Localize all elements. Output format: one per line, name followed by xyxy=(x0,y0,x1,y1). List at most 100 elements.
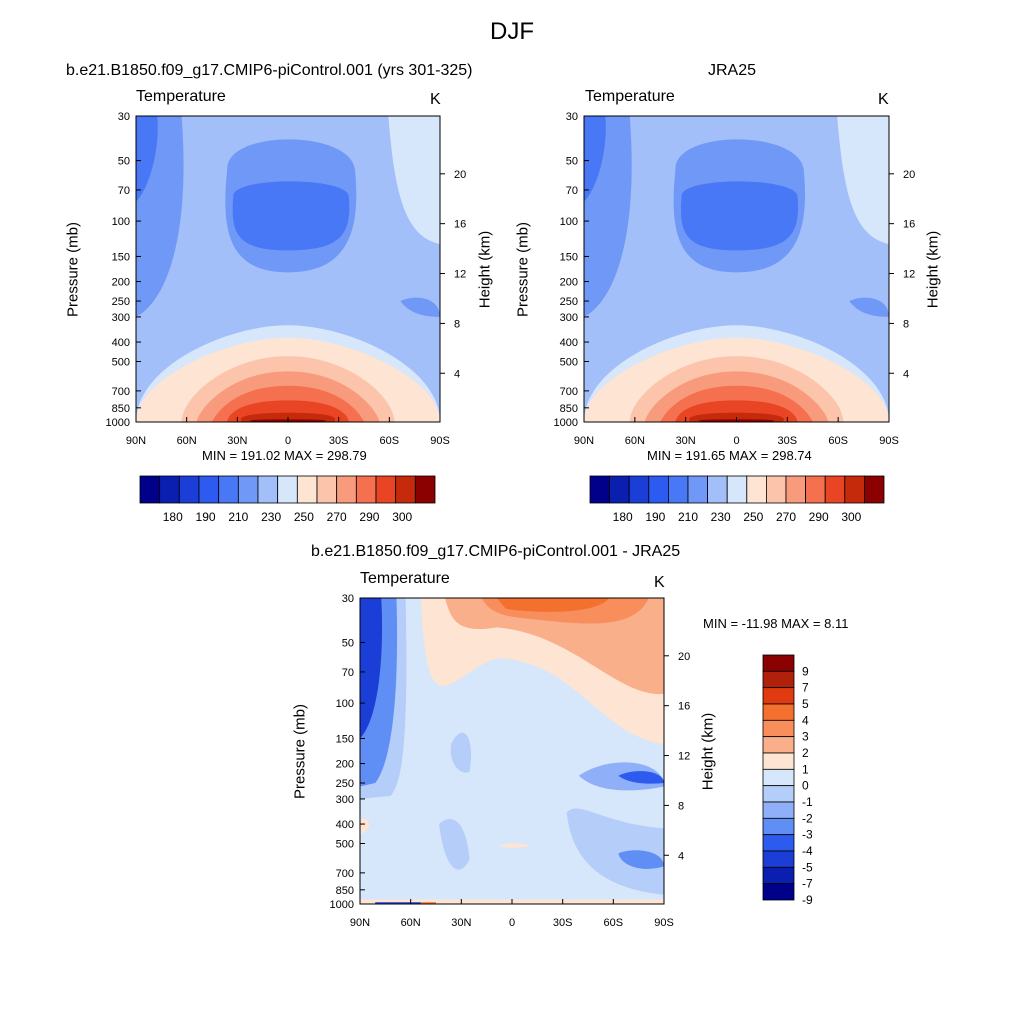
height-tick-label: 8 xyxy=(903,318,909,330)
height-tick-label: 16 xyxy=(454,219,466,231)
latitude-tick-label: 30S xyxy=(329,435,349,447)
colorbar-box xyxy=(824,475,846,504)
latitude-tick-label: 0 xyxy=(733,435,739,447)
colorbar-box xyxy=(648,475,669,504)
colorbar-box xyxy=(395,475,416,504)
figure-title: DJF xyxy=(490,18,534,45)
colorbar-box xyxy=(589,475,611,504)
pressure-tick-label: 100 xyxy=(112,216,130,228)
colorbar-box xyxy=(336,475,357,504)
height-tick-label: 12 xyxy=(678,751,690,763)
field-layer xyxy=(400,297,440,317)
colorbar-box xyxy=(628,475,650,504)
pressure-tick-label: 200 xyxy=(336,759,354,771)
latitude-tick-label: 90N xyxy=(574,435,594,447)
colorbar-box xyxy=(726,475,748,504)
colorbar-label: 210 xyxy=(678,510,698,524)
panel-1-minmax: MIN = 191.02 MAX = 298.79 xyxy=(202,448,367,463)
panel-3-minmax: MIN = -11.98 MAX = 8.11 xyxy=(703,616,849,631)
colorbar-box xyxy=(355,475,377,504)
pressure-tick-label: 100 xyxy=(560,216,578,228)
field-layer xyxy=(499,843,529,848)
colorbar-box xyxy=(296,475,318,504)
colorbar-label: 230 xyxy=(711,510,731,524)
field-layer xyxy=(450,732,472,773)
pressure-tick-label: 250 xyxy=(336,778,354,790)
colorbar-box xyxy=(746,475,767,504)
panel-2-axes: 30 50 70 100 150 200 250 300 400 500 700 850 1000 20 1… xyxy=(554,111,916,447)
height-tick-label: 8 xyxy=(454,318,460,330)
colorbar-box xyxy=(237,475,259,504)
height-tick-label: 20 xyxy=(678,651,690,663)
colorbar-box xyxy=(257,475,279,504)
pressure-tick-label: 1000 xyxy=(554,417,578,429)
pressure-tick-label: 30 xyxy=(566,111,578,123)
pressure-tick-label: 150 xyxy=(336,733,354,745)
colorbar-box xyxy=(198,475,220,504)
colorbar-label: 180 xyxy=(163,510,183,524)
pressure-tick-label: 100 xyxy=(336,698,354,710)
pressure-tick-label: 700 xyxy=(112,386,130,398)
field-layer xyxy=(360,598,383,739)
height-tick-label: 16 xyxy=(903,219,915,231)
colorbar-box xyxy=(707,475,728,504)
latitude-tick-label: 90N xyxy=(350,917,370,929)
colorbar-box xyxy=(687,475,709,504)
latitude-tick-label: 60S xyxy=(604,917,624,929)
pressure-tick-label: 500 xyxy=(112,357,130,369)
colorbar-box xyxy=(762,768,795,787)
colorbar-label: 190 xyxy=(645,510,665,524)
colorbar-1: 180 190 210 230 250 270 290 300 xyxy=(139,475,436,524)
colorbar-label: 4 xyxy=(802,713,809,727)
colorbar-label: -1 xyxy=(802,795,813,809)
height-tick-label: 12 xyxy=(903,269,915,281)
colorbar-box xyxy=(805,475,826,504)
colorbar-label: 9 xyxy=(802,664,809,678)
colorbar-box xyxy=(316,475,338,504)
colorbar-box xyxy=(178,475,200,504)
pressure-tick-label: 850 xyxy=(336,885,354,897)
panel-1-units: K xyxy=(430,91,441,108)
field-layer xyxy=(618,850,664,869)
latitude-tick-label: 30N xyxy=(676,435,696,447)
pressure-tick-label: 50 xyxy=(342,638,354,650)
colorbar-label: -4 xyxy=(802,844,813,858)
pressure-tick-label: 700 xyxy=(560,386,578,398)
field-layer xyxy=(232,181,350,251)
colorbar-label: 270 xyxy=(776,510,796,524)
panel-2-variable: Temperature xyxy=(585,88,675,105)
field-layer xyxy=(680,181,799,251)
colorbar-box xyxy=(762,719,795,738)
panel-2-title: JRA25 xyxy=(708,62,757,79)
colorbar-box xyxy=(375,475,397,504)
field-layer xyxy=(136,116,158,202)
pressure-tick-label: 200 xyxy=(560,277,578,289)
colorbar-label: -2 xyxy=(802,811,813,825)
colorbar-label: 300 xyxy=(392,510,412,524)
colorbar-box xyxy=(159,475,180,504)
pressure-tick-label: 150 xyxy=(112,251,130,263)
height-tick-label: 4 xyxy=(903,368,909,380)
colorbar-label: 270 xyxy=(327,510,347,524)
pressure-tick-label: 850 xyxy=(560,403,578,415)
colorbar-label: 300 xyxy=(841,510,861,524)
colorbar-label: -5 xyxy=(802,860,813,874)
colorbar-box xyxy=(762,817,795,836)
colorbar-label: 0 xyxy=(802,779,809,793)
colorbar-box xyxy=(609,475,630,504)
latitude-tick-label: 30S xyxy=(778,435,798,447)
panel-3-axes: 30 50 70 100 150 200 250 300 400 500 700 850 1000 20 1… xyxy=(330,593,691,929)
colorbar-box xyxy=(668,475,689,504)
colorbar-box xyxy=(785,475,807,504)
pressure-tick-label: 400 xyxy=(112,337,130,349)
temperature-field-2 xyxy=(584,116,889,422)
pressure-tick-label: 70 xyxy=(566,185,578,197)
latitude-tick-label: 60S xyxy=(380,435,400,447)
colorbar-box xyxy=(766,475,787,504)
panel-2-minmax: MIN = 191.65 MAX = 298.74 xyxy=(647,448,812,463)
height-tick-label: 8 xyxy=(678,800,684,812)
pressure-tick-label: 1000 xyxy=(106,417,130,429)
pressure-tick-label: 850 xyxy=(112,403,130,415)
pressure-tick-label: 300 xyxy=(112,312,130,324)
pressure-tick-label: 400 xyxy=(560,337,578,349)
